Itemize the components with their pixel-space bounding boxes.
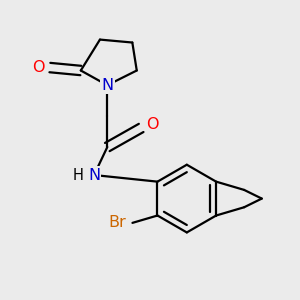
Text: O: O (32, 60, 45, 75)
Text: Br: Br (109, 215, 127, 230)
Text: N: N (101, 78, 113, 93)
Text: N: N (88, 167, 100, 182)
Text: H: H (72, 167, 83, 182)
Text: O: O (146, 117, 159, 132)
